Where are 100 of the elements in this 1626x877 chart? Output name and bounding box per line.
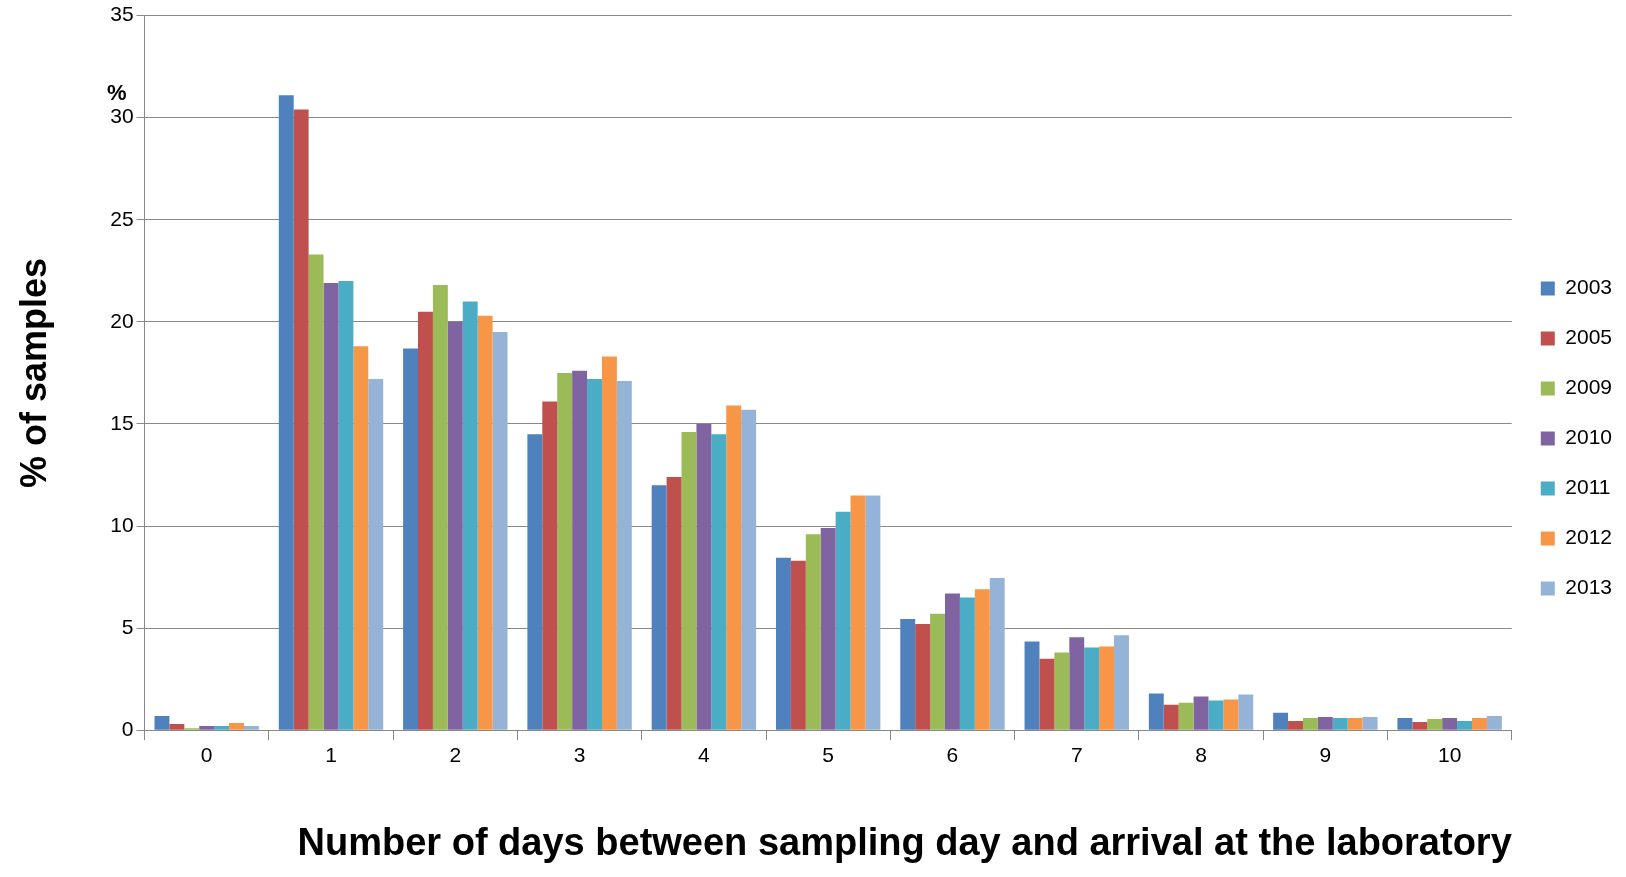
bar xyxy=(1148,693,1164,730)
bar xyxy=(790,560,806,730)
bar xyxy=(1193,696,1209,730)
bar xyxy=(278,95,294,730)
bar xyxy=(651,485,667,730)
bar xyxy=(989,578,1005,730)
bar xyxy=(1178,702,1194,730)
bar xyxy=(850,495,866,730)
bar xyxy=(820,528,836,730)
y-tick-label: 5 xyxy=(121,614,134,638)
bar xyxy=(572,370,588,730)
bar xyxy=(1238,694,1254,730)
bar xyxy=(900,618,916,730)
bar xyxy=(293,109,309,730)
y-tick-label: 20 xyxy=(110,308,134,332)
bar xyxy=(368,379,384,730)
bar xyxy=(805,534,821,730)
x-tick-label: 1 xyxy=(325,742,337,766)
bar xyxy=(681,432,697,730)
bar xyxy=(959,597,975,730)
y-tick-label: 30 xyxy=(110,104,134,128)
bar xyxy=(1302,717,1318,730)
bar xyxy=(1397,717,1413,730)
bar xyxy=(1208,700,1224,730)
x-tick-label: 9 xyxy=(1319,742,1332,766)
bar xyxy=(403,348,418,730)
bar xyxy=(1024,641,1040,730)
bar xyxy=(1084,647,1100,730)
bar xyxy=(1099,646,1115,730)
bar xyxy=(1223,699,1239,730)
bar xyxy=(1472,717,1487,730)
bar xyxy=(711,434,727,730)
bar xyxy=(616,381,632,730)
bar xyxy=(1163,704,1179,730)
bar xyxy=(527,434,543,730)
bar xyxy=(1054,652,1070,730)
y-tick-label: 0 xyxy=(121,717,134,740)
bar xyxy=(865,495,881,730)
bar xyxy=(199,726,215,730)
bar xyxy=(1457,721,1473,730)
x-tick-label: 8 xyxy=(1195,742,1207,766)
bar xyxy=(915,624,931,730)
y-tick-label: 25 xyxy=(110,206,134,230)
bar xyxy=(1288,721,1303,730)
bar xyxy=(945,593,960,730)
bar xyxy=(1442,717,1458,730)
legend-label: 2011 xyxy=(1565,475,1611,499)
x-tick-label: 7 xyxy=(1070,742,1083,766)
bar xyxy=(1317,716,1333,730)
y-tick-label: 10 xyxy=(110,512,134,536)
bar xyxy=(542,401,558,730)
bar xyxy=(741,409,757,730)
bar xyxy=(432,285,448,730)
bar xyxy=(1069,637,1085,730)
x-tick-label: 4 xyxy=(698,742,711,766)
x-tick-label: 6 xyxy=(946,742,959,766)
bar xyxy=(323,283,339,730)
bar xyxy=(1273,712,1289,730)
bar xyxy=(1427,718,1443,730)
y-axis-title: % of samples xyxy=(12,257,54,488)
x-axis-title: Number of days between sampling day and arrival at the laboratory xyxy=(297,820,1512,863)
bar xyxy=(308,254,324,730)
y-tick-label: 35 xyxy=(110,2,134,26)
bar xyxy=(601,356,617,730)
x-tick-label: 0 xyxy=(200,742,213,766)
bar xyxy=(557,372,573,730)
bar xyxy=(154,715,170,730)
bar xyxy=(214,726,230,730)
legend-label: 2012 xyxy=(1565,525,1612,549)
legend-label: 2013 xyxy=(1565,575,1612,599)
text: % xyxy=(107,79,127,105)
bar xyxy=(930,613,946,730)
bar xyxy=(1362,716,1378,730)
bar xyxy=(338,281,354,730)
bar xyxy=(353,346,369,730)
bar xyxy=(1332,717,1348,730)
bar xyxy=(418,311,433,730)
y-tick-label: 15 xyxy=(110,410,134,434)
legend-label: 2005 xyxy=(1565,325,1612,349)
bar xyxy=(1412,722,1428,730)
bar xyxy=(1347,717,1363,730)
legend-label: 2010 xyxy=(1565,425,1612,449)
bar xyxy=(974,589,990,730)
bar xyxy=(462,301,478,730)
bar xyxy=(169,724,185,730)
bar xyxy=(1486,715,1502,730)
bar xyxy=(666,477,682,730)
legend-label: 2003 xyxy=(1565,275,1612,299)
x-tick-label: 10 xyxy=(1437,742,1462,766)
x-tick-label: 3 xyxy=(573,742,586,766)
bar xyxy=(229,723,244,730)
bar xyxy=(775,557,791,730)
x-tick-label: 5 xyxy=(822,742,835,766)
bar xyxy=(696,423,712,730)
bar xyxy=(587,379,602,730)
bar xyxy=(477,315,493,730)
x-tick-label: 2 xyxy=(449,742,462,766)
bar xyxy=(1039,658,1055,730)
legend-label: 2009 xyxy=(1565,375,1612,399)
bar xyxy=(835,511,851,730)
